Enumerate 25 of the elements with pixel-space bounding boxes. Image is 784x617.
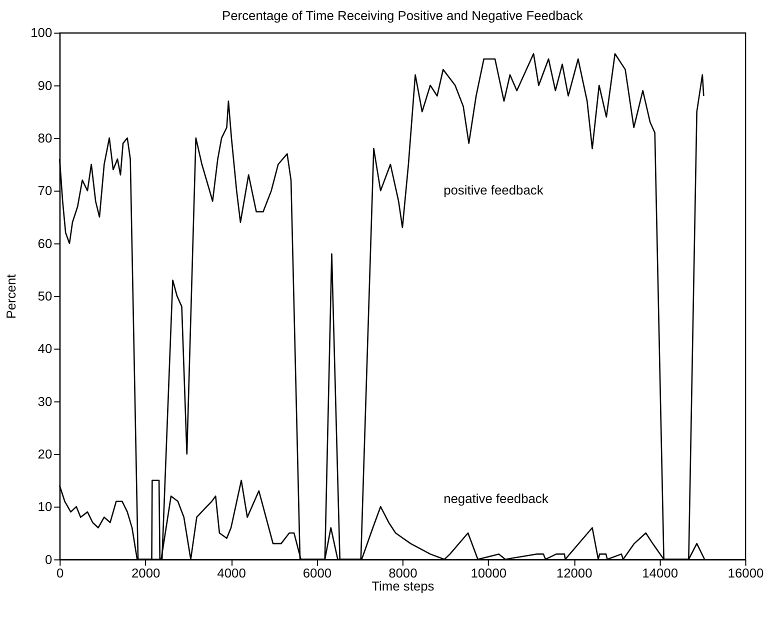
y-tick-label: 70 — [38, 183, 52, 198]
y-tick-label: 20 — [38, 446, 52, 462]
x-axis-title: Time steps — [372, 578, 434, 594]
x-tick-label: 0 — [56, 566, 64, 581]
x-tick-label: 6000 — [302, 566, 332, 581]
x-tick-label: 16000 — [728, 566, 764, 581]
y-tick-label: 30 — [38, 394, 52, 409]
y-tick-label: 50 — [38, 288, 52, 304]
y-tick-label: 90 — [38, 78, 52, 93]
y-tick-label: 40 — [38, 341, 52, 356]
y-tick-label: 10 — [38, 499, 52, 514]
x-tick-label: 10000 — [470, 566, 507, 581]
y-axis-title: Percent — [4, 274, 19, 319]
text: positive feedback — [444, 182, 544, 198]
y-tick-label: 80 — [38, 130, 52, 146]
y-tick-label: 60 — [38, 236, 52, 251]
x-tick-label: 8000 — [388, 566, 418, 581]
x-tick-label: 12000 — [556, 566, 592, 581]
y-tick-label: 0 — [44, 552, 52, 567]
x-tick-label: 14000 — [642, 566, 678, 581]
x-tick-label: 4000 — [217, 566, 246, 581]
y-tick-label: 100 — [30, 25, 52, 40]
chart-title: Percentage of Time Receiving Positive and Negative Feedback — [222, 8, 584, 23]
x-tick-label: 2000 — [131, 566, 160, 581]
text: negative feedback — [444, 490, 549, 506]
